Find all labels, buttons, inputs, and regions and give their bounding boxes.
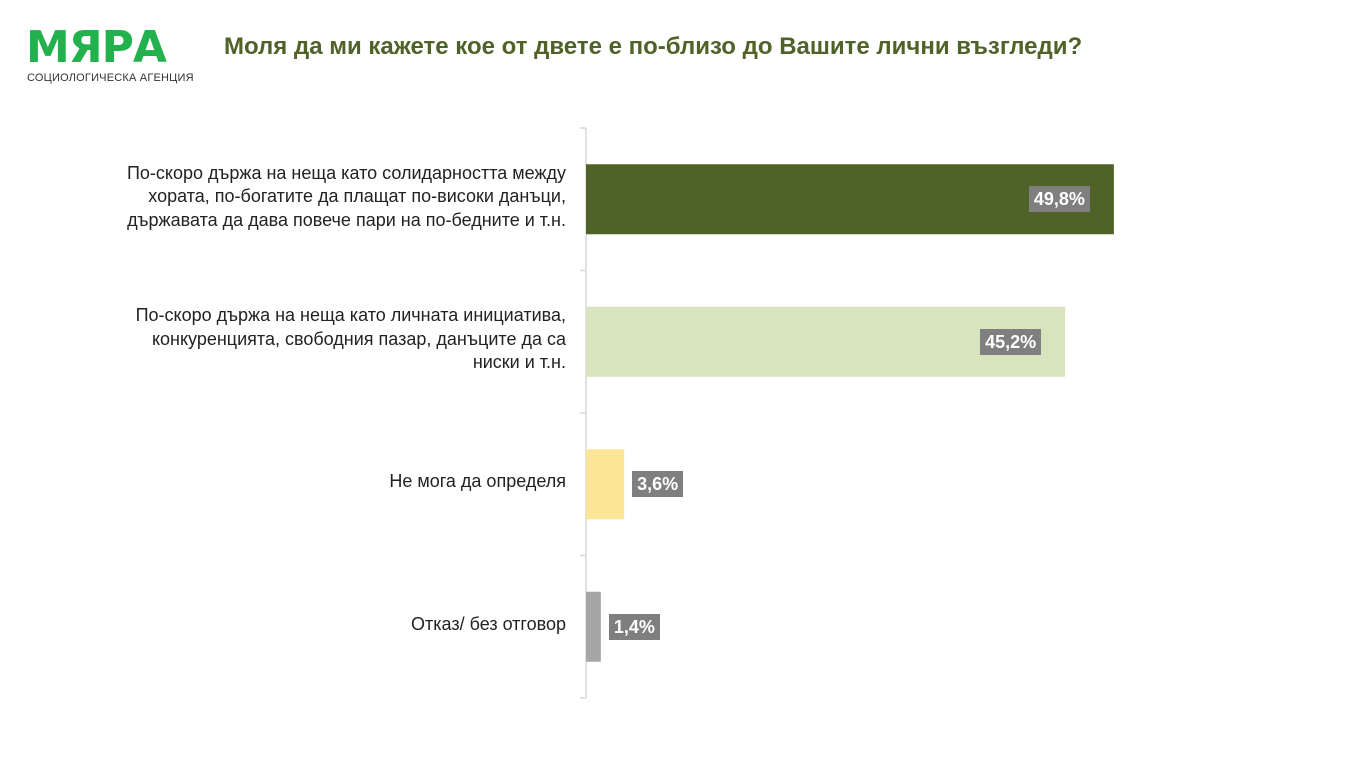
data-label: 1,4% xyxy=(608,613,660,640)
logo-wordmark: МЯРА xyxy=(26,22,167,73)
category-label: По-скоро държа на неща като солидарностт… xyxy=(126,162,566,230)
data-label: 3,6% xyxy=(632,471,684,498)
category-label: По-скоро държа на неща като личната иниц… xyxy=(135,305,566,373)
chart-title: Моля да ми кажете кое от двете е по-близ… xyxy=(224,33,1083,60)
bar-4 xyxy=(586,591,601,662)
data-label: 49,8% xyxy=(1028,186,1090,213)
bar-3 xyxy=(586,449,625,520)
data-label: 45,2% xyxy=(980,328,1042,355)
category-label: Не мога да определя xyxy=(389,471,566,492)
logo: МЯРА СОЦИОЛОГИЧЕСКА АГЕНЦИЯ xyxy=(26,24,196,86)
category-label: Отказ/ без отговор xyxy=(411,613,566,634)
bar-1 xyxy=(586,164,1114,235)
logo-subtitle: СОЦИОЛОГИЧЕСКА АГЕНЦИЯ xyxy=(27,72,194,84)
